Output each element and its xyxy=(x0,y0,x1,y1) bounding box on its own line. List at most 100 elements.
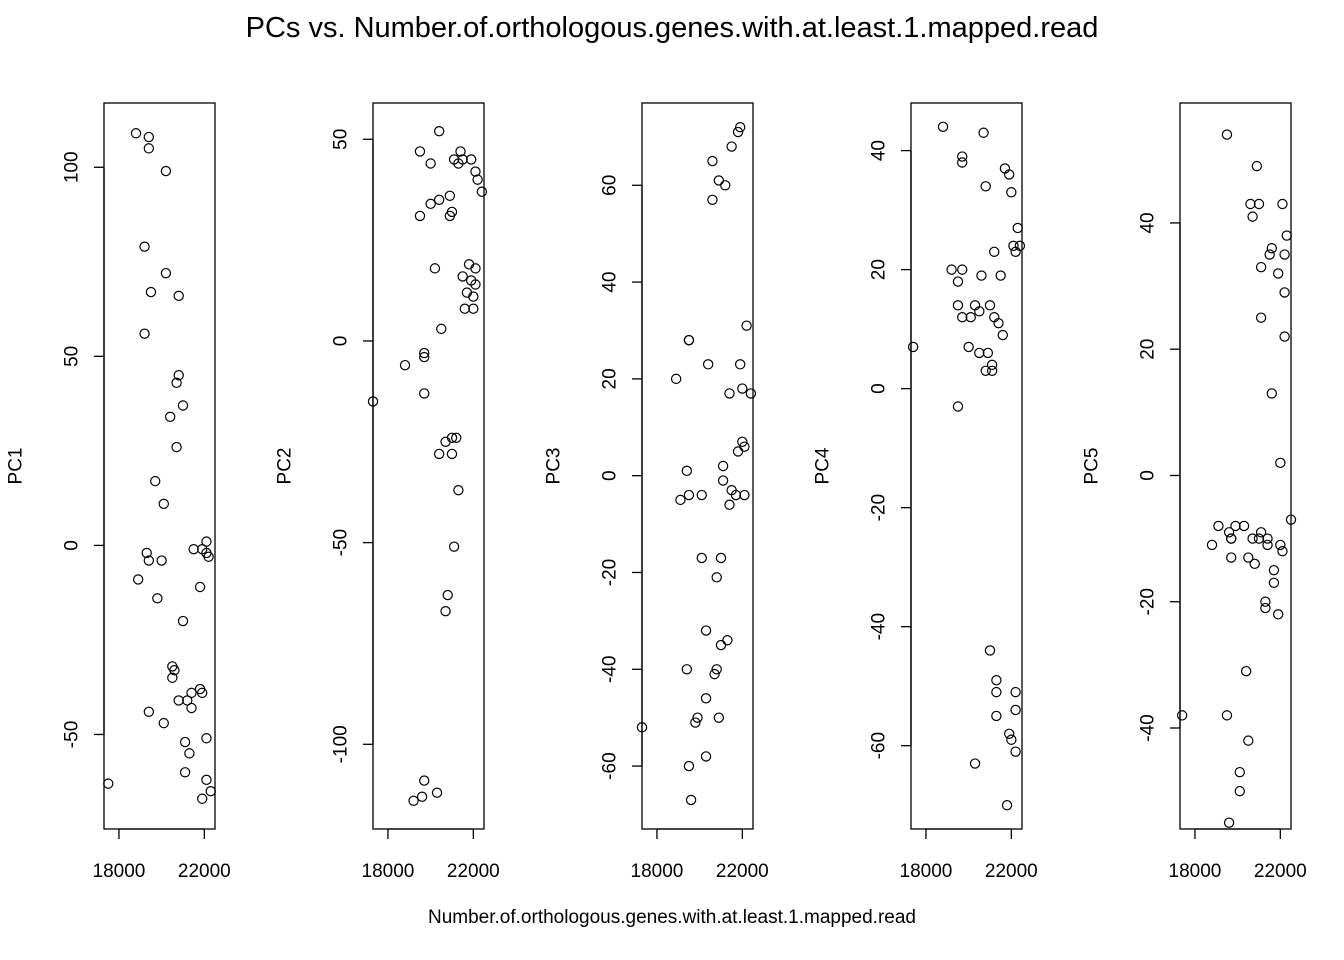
data-point xyxy=(179,736,191,748)
data-point xyxy=(683,489,695,501)
data-point xyxy=(470,166,481,177)
x-tick-label: 22000 xyxy=(1254,861,1307,882)
data-point xyxy=(1006,187,1017,198)
data-point xyxy=(991,675,1002,686)
data-point xyxy=(1213,520,1224,532)
y-tick-label: -40 xyxy=(1138,714,1159,741)
x-tick-label: 22000 xyxy=(178,861,231,882)
data-point xyxy=(194,581,206,593)
data-point xyxy=(745,388,757,399)
data-point xyxy=(700,693,712,704)
x-tick-label: 18000 xyxy=(900,861,953,882)
data-point xyxy=(419,388,430,399)
y-tick-label: 40 xyxy=(600,272,621,293)
data-point xyxy=(416,791,428,802)
data-point xyxy=(1001,799,1013,811)
plot-frame xyxy=(103,102,216,830)
data-point xyxy=(1243,552,1254,563)
data-point xyxy=(419,347,430,359)
data-point xyxy=(177,615,189,627)
data-point xyxy=(707,155,718,167)
data-point xyxy=(720,180,731,191)
data-point xyxy=(451,432,462,443)
plot-frame xyxy=(641,102,754,830)
y-tick-label: 40 xyxy=(869,140,890,161)
data-point xyxy=(982,347,994,359)
data-point xyxy=(1012,222,1023,234)
data-point xyxy=(1010,746,1021,757)
data-point xyxy=(1221,710,1233,721)
data-point xyxy=(139,241,150,252)
data-point xyxy=(468,291,479,302)
data-point xyxy=(1223,817,1235,828)
data-point xyxy=(465,154,477,165)
data-point xyxy=(709,668,720,680)
data-point xyxy=(976,270,987,281)
data-point xyxy=(737,436,748,447)
x-tick-label: 18000 xyxy=(93,861,146,882)
data-point xyxy=(470,279,481,290)
data-point xyxy=(459,303,470,314)
data-point xyxy=(713,712,725,723)
data-point xyxy=(1266,242,1277,254)
data-point xyxy=(367,396,379,407)
data-point xyxy=(702,359,714,370)
data-point xyxy=(724,499,735,510)
y-axis-label: PC4 xyxy=(813,447,834,484)
data-point xyxy=(730,489,742,501)
data-point xyxy=(980,365,991,376)
y-tick-label: 40 xyxy=(1138,212,1159,233)
data-point xyxy=(201,733,212,744)
data-point xyxy=(963,341,974,353)
data-point xyxy=(739,489,750,501)
data-point xyxy=(984,645,996,656)
x-tick-label: 22000 xyxy=(447,861,500,882)
x-tick-label: 18000 xyxy=(631,861,684,882)
data-point xyxy=(692,712,703,723)
data-point xyxy=(1249,558,1260,570)
data-point xyxy=(171,441,182,453)
data-point xyxy=(722,635,733,646)
data-point xyxy=(472,174,483,185)
data-point xyxy=(980,181,991,192)
data-point xyxy=(952,401,964,412)
data-point xyxy=(737,383,748,394)
data-point xyxy=(715,639,727,651)
y-tick-label: 100 xyxy=(62,151,83,183)
data-point xyxy=(196,793,208,804)
data-point xyxy=(707,194,718,205)
data-point xyxy=(717,460,729,472)
data-point xyxy=(1176,710,1188,721)
data-point xyxy=(203,551,214,562)
data-point xyxy=(1234,785,1245,797)
data-point xyxy=(425,198,436,210)
data-point xyxy=(1272,268,1284,279)
data-point xyxy=(425,158,436,169)
data-point xyxy=(143,131,155,143)
y-axis-label: PC3 xyxy=(544,448,565,485)
data-point xyxy=(429,263,441,274)
data-point xyxy=(139,328,150,339)
data-point xyxy=(946,264,957,275)
data-point xyxy=(711,572,722,583)
data-point xyxy=(732,126,744,138)
data-point xyxy=(173,290,184,302)
y-tick-label: -60 xyxy=(600,752,621,779)
data-point xyxy=(173,695,184,706)
data-point xyxy=(636,722,648,733)
data-point xyxy=(1003,728,1015,739)
data-point xyxy=(433,194,445,205)
data-point xyxy=(1010,704,1021,716)
data-point xyxy=(1253,533,1265,544)
data-point xyxy=(984,300,996,311)
data-point xyxy=(1234,766,1245,778)
data-point xyxy=(186,687,197,699)
data-point xyxy=(1230,520,1241,532)
data-point xyxy=(995,270,1006,281)
data-point xyxy=(152,593,163,604)
y-axis-label: PC2 xyxy=(275,448,296,485)
y-axis-label: PC1 xyxy=(6,448,27,485)
data-point xyxy=(160,165,172,177)
data-point xyxy=(173,370,184,381)
data-point xyxy=(1247,533,1258,544)
